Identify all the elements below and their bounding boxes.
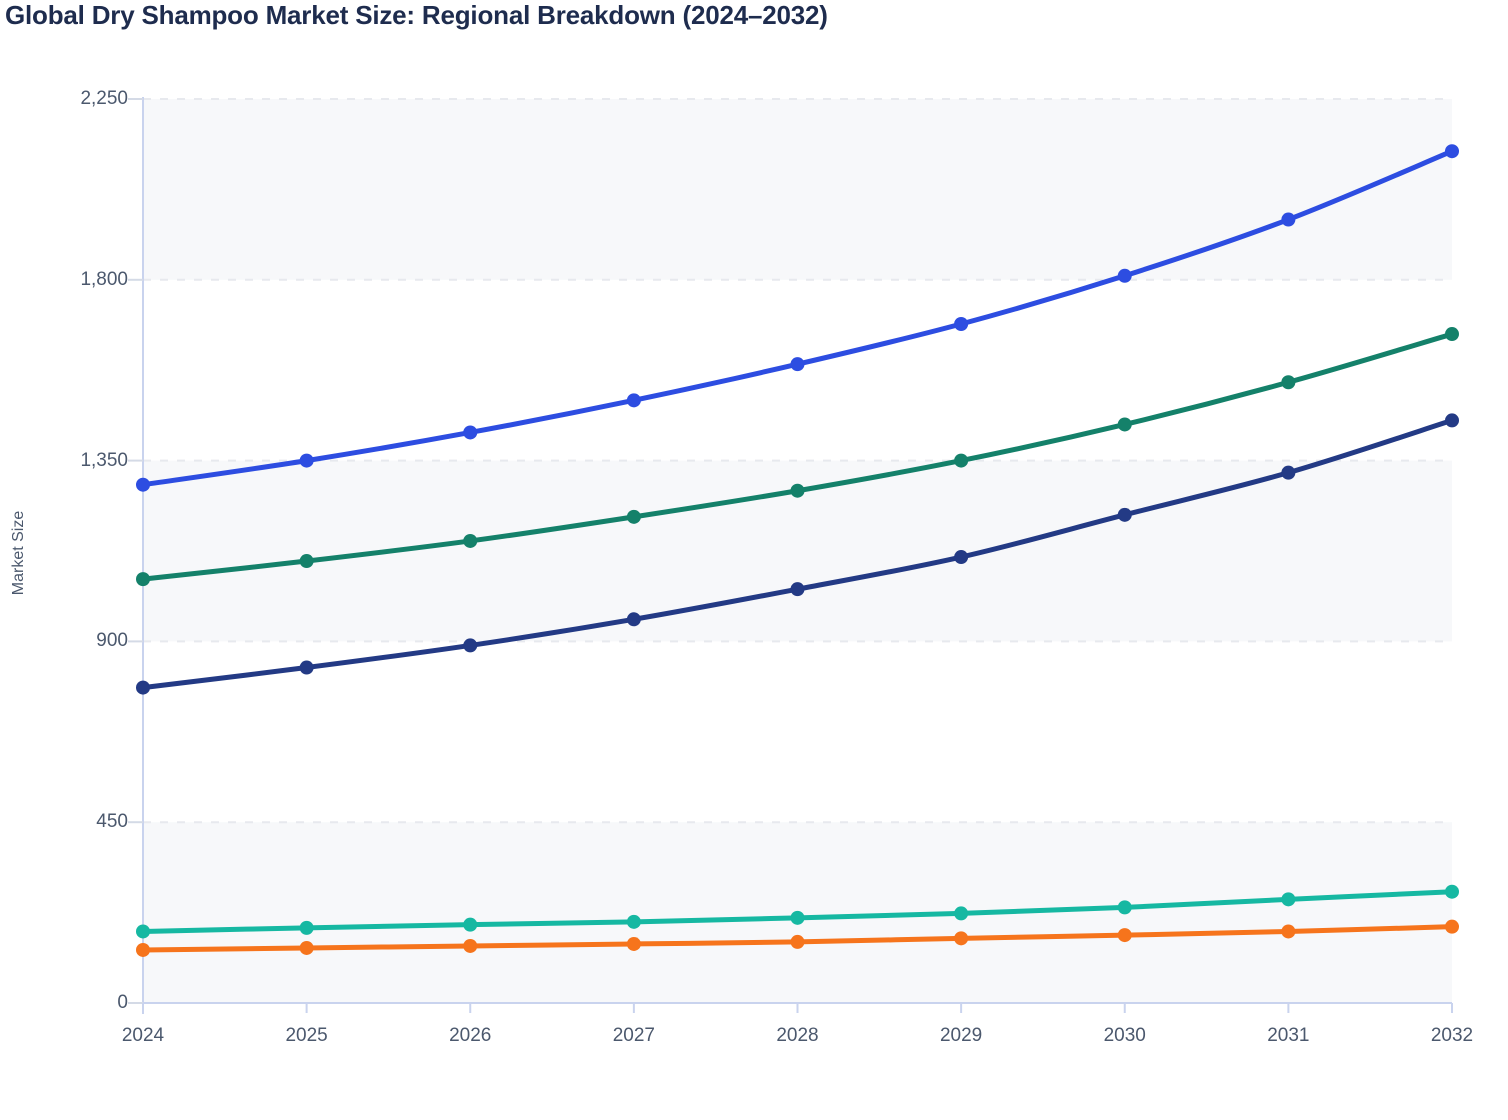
series-teal-point <box>954 906 969 921</box>
series-green-point <box>299 554 314 569</box>
series-teal-point <box>790 910 805 925</box>
series-green-point <box>954 453 969 468</box>
series-navy-point <box>1117 507 1132 522</box>
series-teal-point <box>299 920 314 935</box>
series-royal-blue-point <box>1117 268 1132 283</box>
chart-title: Global Dry Shampoo Market Size: Regional… <box>5 0 828 30</box>
series-orange-point <box>299 940 314 955</box>
series-orange-point <box>790 934 805 949</box>
series-navy-point <box>463 638 478 653</box>
series-navy-point <box>626 612 641 627</box>
x-tick-label: 2027 <box>612 1025 656 1046</box>
series-navy-point <box>790 582 805 597</box>
series-teal-point <box>1281 892 1296 907</box>
x-tick-label: 2024 <box>121 1025 165 1046</box>
series-royal-blue-point <box>1281 212 1296 227</box>
series-green-point <box>626 509 641 524</box>
series-orange-point <box>1281 924 1296 939</box>
series-navy-point <box>136 680 150 695</box>
y-tick-label: 1,800 <box>80 268 128 290</box>
series-orange-point <box>136 942 150 957</box>
plot-band <box>143 99 1452 280</box>
x-tick-label: 2032 <box>1430 1025 1474 1046</box>
x-tick-label: 2028 <box>776 1025 819 1046</box>
series-orange-point <box>1117 928 1132 943</box>
series-navy-point <box>954 550 969 565</box>
series-navy-point <box>1281 465 1296 480</box>
y-tick-label: 2,250 <box>80 88 128 109</box>
series-teal-point <box>1117 900 1132 915</box>
series-teal-point <box>626 914 641 929</box>
x-tick-label: 2026 <box>449 1025 492 1046</box>
series-green-point <box>1281 375 1296 390</box>
series-navy-point <box>299 660 314 675</box>
x-tick-label: 2029 <box>939 1025 983 1046</box>
series-teal-point <box>136 924 150 939</box>
series-teal-point <box>1445 884 1459 899</box>
series-navy-point <box>1445 413 1459 428</box>
series-orange-point <box>1445 919 1459 934</box>
y-tick-label: 0 <box>117 992 128 1013</box>
series-royal-blue-point <box>626 393 641 408</box>
series-green-point <box>463 533 478 548</box>
series-orange-point <box>626 936 641 951</box>
series-green-point <box>790 483 805 498</box>
series-orange-point <box>954 931 969 946</box>
series-green-point <box>1445 327 1459 342</box>
series-royal-blue-point <box>954 316 969 331</box>
series-royal-blue-point <box>1445 144 1459 159</box>
x-tick-label: 2025 <box>285 1025 328 1046</box>
y-tick-label: 1,350 <box>80 449 128 471</box>
series-royal-blue-point <box>790 357 805 372</box>
y-tick-label: 900 <box>96 630 128 652</box>
series-green-point <box>1117 417 1132 432</box>
series-royal-blue-point <box>299 453 314 468</box>
series-green-point <box>136 572 150 587</box>
y-tick-label: 450 <box>96 811 128 833</box>
series-teal-point <box>463 917 478 932</box>
x-tick-label: 2030 <box>1103 1025 1146 1046</box>
series-royal-blue-point <box>463 425 478 440</box>
series-orange-point <box>463 938 478 953</box>
x-tick-label: 2031 <box>1267 1025 1310 1046</box>
series-royal-blue-point <box>136 477 150 492</box>
